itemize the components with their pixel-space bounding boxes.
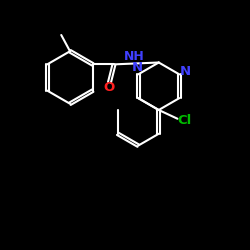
- Text: O: O: [103, 81, 115, 94]
- Text: N: N: [131, 61, 142, 74]
- Text: N: N: [179, 65, 190, 78]
- Text: Cl: Cl: [178, 114, 192, 126]
- Text: NH: NH: [124, 50, 144, 63]
